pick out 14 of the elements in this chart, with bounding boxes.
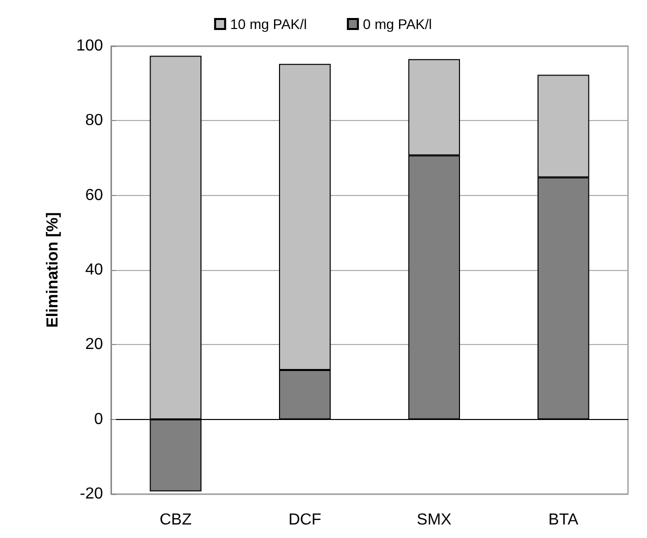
- y-tick-label: 100: [76, 38, 104, 54]
- x-tick-label: CBZ: [160, 512, 192, 528]
- x-tick-label: SMX: [416, 512, 452, 528]
- x-tick-label: DCF: [288, 512, 322, 528]
- y-axis-title: Elimination [%]: [44, 212, 62, 328]
- y-tick-label: 40: [85, 262, 104, 278]
- y-tick-label: 80: [85, 112, 104, 130]
- x-tick-label: BTA: [548, 512, 579, 528]
- y-tick-label: 20: [85, 336, 104, 354]
- legend-label: 0 mg PAK/l: [362, 16, 432, 32]
- y-tick-label: 0: [94, 410, 104, 428]
- legend-label: 10 mg PAK/l: [230, 16, 307, 32]
- y-tick-label: 60: [85, 186, 104, 204]
- y-tick-label: -20: [80, 486, 104, 502]
